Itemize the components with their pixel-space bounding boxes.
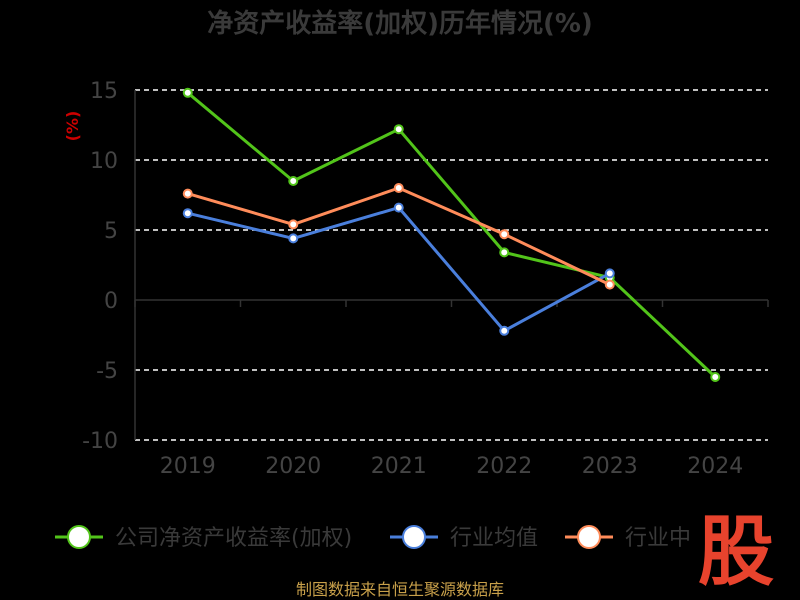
data-point-2[interactable] [182, 188, 193, 199]
data-point-2[interactable] [393, 183, 404, 193]
data-point-1[interactable] [499, 325, 510, 336]
legend-label[interactable]: 行业均值 [450, 526, 538, 551]
legend-swatch-marker [577, 525, 601, 549]
data-point-0[interactable] [393, 124, 404, 135]
grid-lines [134, 89, 768, 441]
data-point-2[interactable] [499, 229, 510, 240]
data-point-1[interactable] [604, 268, 615, 279]
data-point-2[interactable] [288, 219, 299, 230]
legend-label[interactable]: 公司净资产收益率(加权) [115, 526, 352, 551]
x-tick-label: 2019 [160, 454, 216, 479]
x-tick-label: 2024 [687, 454, 743, 479]
data-point-0[interactable] [182, 87, 193, 98]
data-point-1[interactable] [182, 208, 193, 219]
y-tick-label: -5 [96, 359, 118, 384]
y-tick-label: 10 [90, 149, 118, 174]
legend: 公司净资产收益率(加权) 行业均值 行业中 [55, 525, 691, 551]
data-point-2[interactable] [604, 279, 615, 290]
legend-label[interactable]: 行业中 [625, 526, 691, 551]
y-tick-label: 15 [90, 79, 118, 104]
x-axis-ticks: 2019 2020 2021 2022 2023 2024 [134, 300, 769, 479]
series-line-1 [187, 206, 611, 333]
data-point-0[interactable] [710, 372, 721, 382]
source-note: 制图数据来自恒生聚源数据库 [296, 580, 504, 599]
x-tick-label: 2020 [265, 454, 321, 479]
y-axis-ticks: 15 10 5 0 -5 -10 [82, 79, 118, 454]
legend-swatch-marker [402, 525, 426, 549]
data-point-0[interactable] [288, 176, 299, 186]
data-point-1[interactable] [288, 233, 299, 244]
y-tick-label: -10 [82, 429, 118, 454]
watermark-logo: 股 [698, 507, 774, 596]
x-tick-label: 2023 [582, 454, 638, 479]
legend-swatch-marker [67, 525, 91, 549]
chart-title: 净资产收益率(加权)历年情况(%) [207, 8, 593, 39]
y-axis-label: (%) [63, 111, 82, 142]
series-line-0 [186, 91, 717, 379]
y-tick-label: 0 [104, 289, 118, 314]
series-lines [182, 87, 721, 382]
series-line-2 [187, 186, 611, 286]
data-point-1[interactable] [393, 202, 404, 213]
x-tick-label: 2022 [476, 454, 532, 479]
x-tick-label: 2021 [371, 454, 427, 479]
data-point-0[interactable] [499, 247, 510, 258]
y-tick-label: 5 [104, 219, 118, 244]
